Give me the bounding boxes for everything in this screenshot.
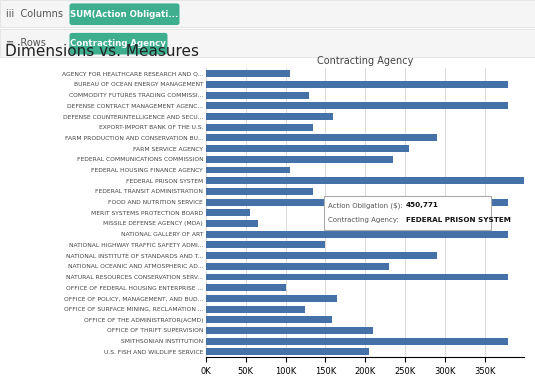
Bar: [206, 145, 409, 152]
Bar: [206, 306, 305, 312]
Bar: [206, 188, 314, 195]
Bar: [206, 295, 337, 302]
Bar: [206, 316, 332, 323]
Bar: [206, 156, 393, 163]
Bar: [206, 209, 250, 216]
Bar: [206, 231, 508, 238]
Bar: [206, 274, 508, 280]
Text: ≡  Rows: ≡ Rows: [6, 38, 46, 48]
Bar: [206, 284, 286, 291]
Bar: [206, 102, 508, 109]
Text: Dimensions vs. Measures: Dimensions vs. Measures: [5, 44, 200, 59]
Bar: [206, 81, 508, 88]
Text: Action Obligation ($):: Action Obligation ($):: [328, 202, 402, 209]
Bar: [206, 124, 314, 131]
Bar: [206, 113, 333, 120]
Bar: [206, 348, 369, 355]
Title: Contracting Agency: Contracting Agency: [317, 56, 414, 66]
FancyBboxPatch shape: [324, 196, 491, 230]
Bar: [206, 327, 373, 334]
Text: SUM(Action Obligati...: SUM(Action Obligati...: [70, 10, 178, 19]
Bar: [206, 70, 289, 77]
Bar: [206, 177, 535, 184]
Text: Contracting Agency:: Contracting Agency:: [328, 217, 399, 223]
Bar: [206, 241, 325, 249]
Text: FEDERAL PRISON SYSTEM: FEDERAL PRISON SYSTEM: [406, 217, 510, 223]
FancyBboxPatch shape: [70, 33, 167, 54]
Bar: [206, 263, 389, 270]
FancyBboxPatch shape: [0, 0, 535, 27]
Bar: [206, 252, 437, 259]
FancyBboxPatch shape: [0, 30, 535, 57]
Bar: [206, 220, 258, 227]
Bar: [206, 338, 508, 345]
Bar: [206, 92, 309, 99]
Bar: [206, 135, 437, 141]
FancyBboxPatch shape: [70, 3, 180, 25]
Text: iii  Columns: iii Columns: [6, 9, 63, 19]
Bar: [206, 199, 508, 206]
Bar: [206, 166, 289, 174]
Text: Contracting Agency: Contracting Agency: [70, 39, 166, 48]
Text: 450,771: 450,771: [406, 202, 439, 208]
